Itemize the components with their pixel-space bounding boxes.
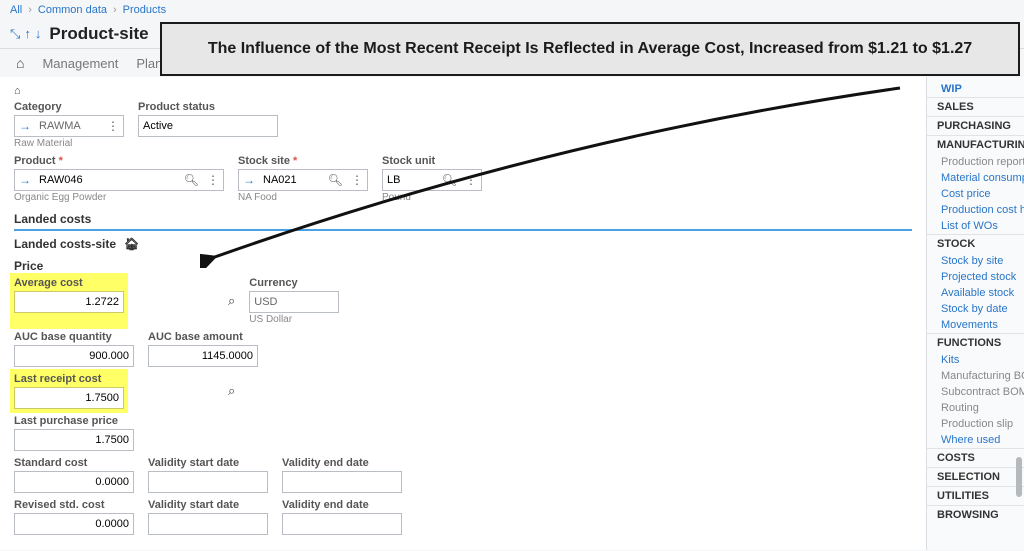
sidebar-item[interactable]: Available stock	[927, 285, 1024, 301]
sidebar-item[interactable]: Routing	[927, 400, 1024, 416]
unit-label: Stock unit	[382, 155, 482, 167]
link-arrow-icon[interactable]: →	[15, 119, 35, 133]
section-landed-costs-site[interactable]: Landed costs-site 🏠︎	[14, 235, 912, 253]
last-receipt-input[interactable]	[14, 387, 124, 409]
vend-input[interactable]	[282, 471, 402, 493]
site-input[interactable]: → 🔍︎ ⋮	[238, 169, 368, 191]
sidebar-item[interactable]: Manufacturing BOM	[927, 368, 1024, 384]
menu-dots-icon[interactable]: ⋮	[103, 119, 123, 133]
vend-label: Validity end date	[282, 457, 402, 469]
scrollbar-thumb[interactable]	[1016, 457, 1022, 497]
last-purchase-label: Last purchase price	[14, 415, 134, 427]
last-purchase-input[interactable]	[14, 429, 134, 451]
section-price: Price	[14, 259, 912, 273]
link-arrow-icon[interactable]: →	[239, 173, 259, 187]
std-cost-label: Standard cost	[14, 457, 134, 469]
vend2-label: Validity end date	[282, 499, 402, 511]
link-arrow-icon[interactable]: →	[15, 173, 35, 187]
sidebar-item-wip[interactable]: WIP	[927, 81, 1024, 97]
home-icon[interactable]: ⌂	[16, 55, 24, 71]
std-cost-input[interactable]	[14, 471, 134, 493]
status-label: Product status	[138, 101, 278, 113]
down-arrow-icon[interactable]: ↓	[35, 26, 42, 42]
sidebar-group[interactable]: COSTS	[927, 448, 1024, 467]
menu-dots-icon[interactable]: ⋮	[461, 173, 481, 187]
sidebar-item[interactable]: Movements	[927, 317, 1024, 333]
auc-qty-label: AUC base quantity	[14, 331, 134, 343]
product-input[interactable]: → 🔍︎ ⋮	[14, 169, 224, 191]
sub-home-icon[interactable]: ⌂	[14, 85, 912, 97]
sidebar-item[interactable]: List of WOs	[927, 218, 1024, 234]
sidebar-group[interactable]: MANUFACTURING	[927, 135, 1024, 154]
site-subtext: NA Food	[238, 192, 368, 203]
chevron-right-icon: ›	[113, 4, 117, 16]
breadcrumb-all[interactable]: All	[10, 4, 22, 16]
right-sidebar: WIP SALESPURCHASINGMANUFACTURINGProducti…	[926, 77, 1024, 550]
avg-cost-label: Average cost	[14, 277, 124, 289]
page-title: Product-site	[49, 24, 148, 44]
auc-amt-input[interactable]	[148, 345, 258, 367]
product-label: Product	[14, 155, 224, 167]
breadcrumb: All › Common data › Products	[0, 0, 1024, 20]
section-landed-costs[interactable]: Landed costs	[14, 209, 912, 231]
currency-subtext: US Dollar	[249, 314, 339, 325]
sidebar-group[interactable]: SELECTION	[927, 467, 1024, 486]
breadcrumb-products[interactable]: Products	[123, 4, 166, 16]
menu-dots-icon[interactable]: ⋮	[347, 173, 367, 187]
unit-input[interactable]: 🔍︎ ⋮	[382, 169, 482, 191]
zoom-icon[interactable]: ⌕	[228, 383, 235, 399]
sidebar-item[interactable]: Production reportin	[927, 154, 1024, 170]
vstart2-label: Validity start date	[148, 499, 268, 511]
zoom-icon[interactable]: ⌕	[228, 293, 235, 309]
sidebar-item[interactable]: Projected stock	[927, 269, 1024, 285]
sidebar-item[interactable]: Cost price	[927, 186, 1024, 202]
sidebar-item[interactable]: Subcontract BOM	[927, 384, 1024, 400]
sidebar-group[interactable]: SALES	[927, 97, 1024, 116]
up-arrow-icon[interactable]: ↑	[24, 26, 31, 42]
category-subtext: Raw Material	[14, 138, 124, 149]
category-input[interactable]: → ⋮	[14, 115, 124, 137]
site-label: Stock site	[238, 155, 368, 167]
chevron-right-icon: ›	[28, 4, 32, 16]
vend2-input[interactable]	[282, 513, 402, 535]
sidebar-item[interactable]: Stock by site	[927, 253, 1024, 269]
sidebar-group[interactable]: PURCHASING	[927, 116, 1024, 135]
sidebar-item[interactable]: Production slip	[927, 416, 1024, 432]
sidebar-group[interactable]: UTILITIES	[927, 486, 1024, 505]
status-input[interactable]	[138, 115, 278, 137]
search-icon[interactable]: 🔍︎	[438, 173, 461, 187]
search-icon[interactable]: 🔍︎	[324, 173, 347, 187]
search-icon[interactable]: 🔍︎	[180, 173, 203, 187]
avg-cost-input[interactable]	[14, 291, 124, 313]
currency-input	[249, 291, 339, 313]
sidebar-item[interactable]: Production cost his	[927, 202, 1024, 218]
sidebar-group[interactable]: BROWSING	[927, 505, 1024, 524]
auc-amt-label: AUC base amount	[148, 331, 258, 343]
category-label: Category	[14, 101, 124, 113]
sidebar-item[interactable]: Kits	[927, 352, 1024, 368]
last-receipt-label: Last receipt cost	[14, 373, 124, 385]
sidebar-item[interactable]: Where used	[927, 432, 1024, 448]
expand-icon[interactable]: ⤡	[10, 26, 20, 42]
breadcrumb-common-data[interactable]: Common data	[38, 4, 107, 16]
menu-dots-icon[interactable]: ⋮	[203, 173, 223, 187]
vstart2-input[interactable]	[148, 513, 268, 535]
unit-subtext: Pound	[382, 192, 482, 203]
sidebar-group[interactable]: FUNCTIONS	[927, 333, 1024, 352]
rev-std-input[interactable]	[14, 513, 134, 535]
home-icon[interactable]: 🏠︎	[124, 237, 139, 251]
sidebar-group[interactable]: STOCK	[927, 234, 1024, 253]
currency-label: Currency	[249, 277, 339, 289]
content-area: ⌂ Category → ⋮ Raw Material Product stat…	[0, 77, 926, 550]
vstart-label: Validity start date	[148, 457, 268, 469]
rev-std-label: Revised std. cost	[14, 499, 134, 511]
tab-management[interactable]: Management	[42, 56, 118, 71]
callout-box: The Influence of the Most Recent Receipt…	[160, 22, 1020, 76]
vstart-input[interactable]	[148, 471, 268, 493]
sidebar-item[interactable]: Stock by date	[927, 301, 1024, 317]
product-subtext: Organic Egg Powder	[14, 192, 224, 203]
sidebar-item[interactable]: Material consumpt	[927, 170, 1024, 186]
auc-qty-input[interactable]	[14, 345, 134, 367]
tab-plan[interactable]: Plan	[136, 56, 162, 71]
